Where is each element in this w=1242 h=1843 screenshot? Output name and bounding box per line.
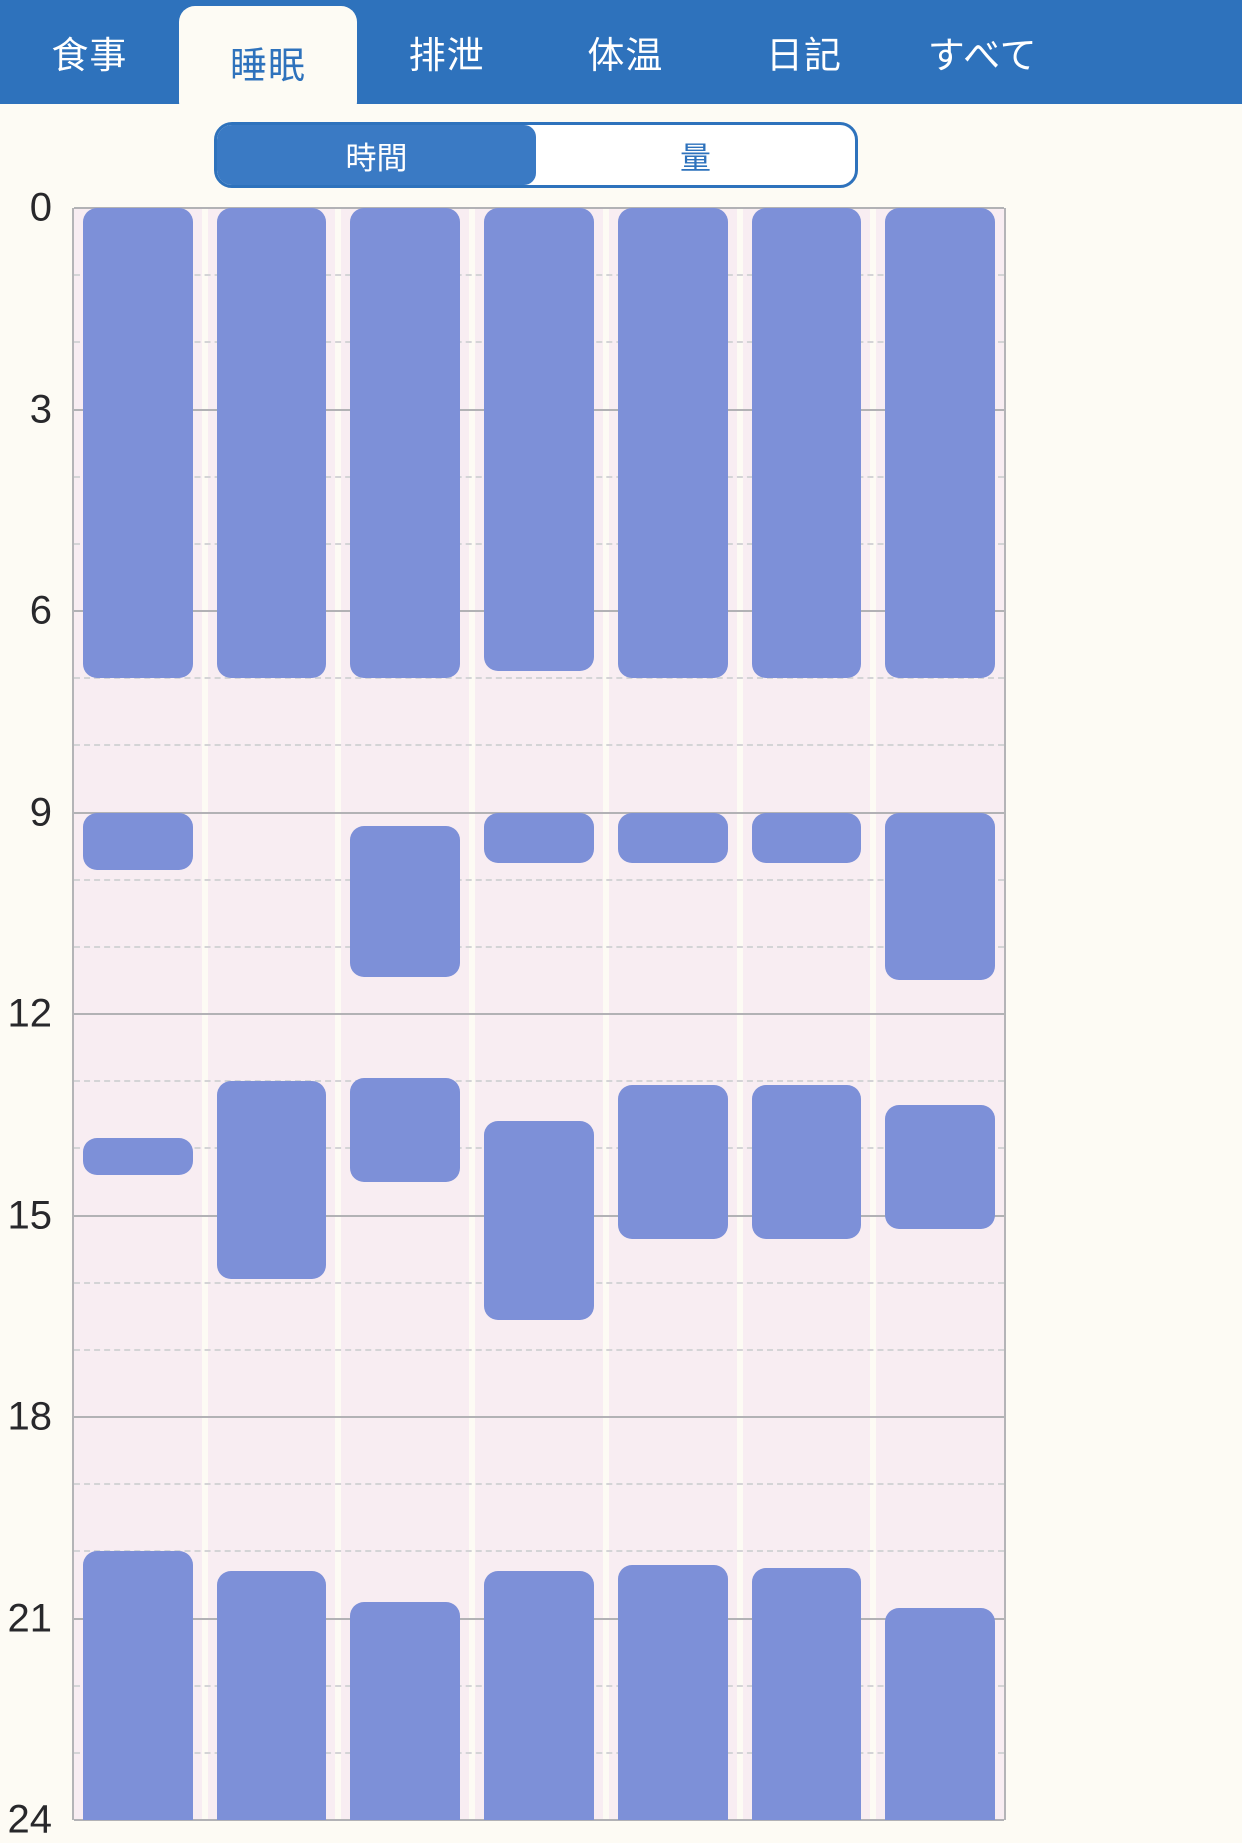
tab-sleep[interactable]: 睡眠 bbox=[178, 6, 358, 118]
y-axis-label-24: 24 bbox=[7, 1797, 53, 1842]
tab-excretion[interactable]: 排泄 bbox=[408, 35, 485, 76]
sleep-bar-day7-4 bbox=[885, 1608, 995, 1820]
sleep-bar-day7-2 bbox=[885, 812, 995, 981]
gridline-dashed-11 bbox=[74, 945, 1004, 948]
y-axis-label-0: 0 bbox=[29, 185, 52, 230]
tab-list: 食事 睡眠 排泄 体温 日記 すべて bbox=[0, 0, 1072, 118]
y-axis-label-3: 3 bbox=[29, 387, 52, 431]
sleep-bar-day5-3 bbox=[617, 1084, 728, 1239]
sleep-bar-day5-2 bbox=[617, 812, 728, 863]
sleep-chart-plot bbox=[72, 207, 1006, 1821]
y-axis-label-12: 12 bbox=[7, 991, 53, 1036]
sleep-bar-day6-2 bbox=[751, 812, 862, 863]
sleep-bar-day3-4 bbox=[350, 1601, 461, 1820]
gridline-solid-24 bbox=[74, 1819, 1004, 1821]
sleep-bar-day4-4 bbox=[484, 1571, 594, 1820]
gridline-dashed-17 bbox=[74, 1348, 1004, 1351]
sleep-bar-day4-3 bbox=[484, 1121, 594, 1320]
time-amount-toggle: 時間 量 bbox=[214, 122, 858, 188]
gridline-dashed-7 bbox=[74, 677, 1004, 680]
chart-y-axis: 0 3 6 9 12 15 18 21 24 bbox=[0, 186, 64, 1842]
y-axis-label-18: 18 bbox=[7, 1394, 53, 1439]
gridline-dashed-13 bbox=[74, 1080, 1004, 1083]
sleep-bar-day1-2 bbox=[83, 812, 193, 870]
tab-diary[interactable]: 日記 bbox=[766, 35, 843, 76]
toggle-segment-time[interactable]: 時間 bbox=[217, 125, 536, 185]
y-axis-label-9: 9 bbox=[29, 790, 52, 834]
sleep-bar-day2-1 bbox=[216, 208, 327, 679]
toggle-segment-amount[interactable]: 量 bbox=[680, 140, 711, 176]
gridline-dashed-8 bbox=[74, 744, 1004, 747]
sleep-bar-day6-1 bbox=[751, 208, 862, 679]
sleep-bar-day3-1 bbox=[350, 208, 461, 679]
sleep-bar-day2-3 bbox=[216, 1571, 327, 1820]
gridline-dashed-20 bbox=[74, 1550, 1004, 1553]
sleep-bar-day5-4 bbox=[617, 1564, 728, 1820]
tab-all[interactable]: すべて bbox=[927, 35, 1038, 76]
sleep-bar-day1-4 bbox=[83, 1551, 193, 1820]
tab-meal[interactable]: 食事 bbox=[51, 35, 128, 76]
y-axis-label-6: 6 bbox=[29, 588, 52, 633]
gridline-dashed-19 bbox=[74, 1483, 1004, 1486]
y-axis-label-21: 21 bbox=[7, 1596, 53, 1640]
y-axis-label-15: 15 bbox=[7, 1193, 53, 1237]
sleep-bar-day1-1 bbox=[83, 208, 193, 679]
sleep-bar-day4-1 bbox=[484, 208, 594, 672]
gridline-solid-18 bbox=[74, 1416, 1004, 1418]
sleep-bar-day3-2 bbox=[350, 825, 461, 978]
sleep-bar-day5-1 bbox=[617, 208, 728, 679]
sleep-bar-day7-1 bbox=[885, 208, 995, 679]
tab-temperature[interactable]: 体温 bbox=[587, 35, 664, 76]
sleep-bar-day6-3 bbox=[751, 1084, 862, 1239]
top-tab-bar: 食事 睡眠 排泄 体温 日記 すべて bbox=[0, 0, 1242, 118]
sleep-bar-day4-2 bbox=[484, 812, 594, 863]
sleep-bar-day2-2 bbox=[216, 1081, 327, 1280]
sleep-bar-day7-3 bbox=[885, 1104, 995, 1229]
sleep-bar-day1-3 bbox=[83, 1138, 193, 1176]
sleep-bar-day6-4 bbox=[751, 1568, 862, 1820]
gridline-dashed-10 bbox=[74, 878, 1004, 881]
gridline-solid-12 bbox=[74, 1013, 1004, 1015]
sleep-bar-day3-3 bbox=[350, 1077, 461, 1182]
